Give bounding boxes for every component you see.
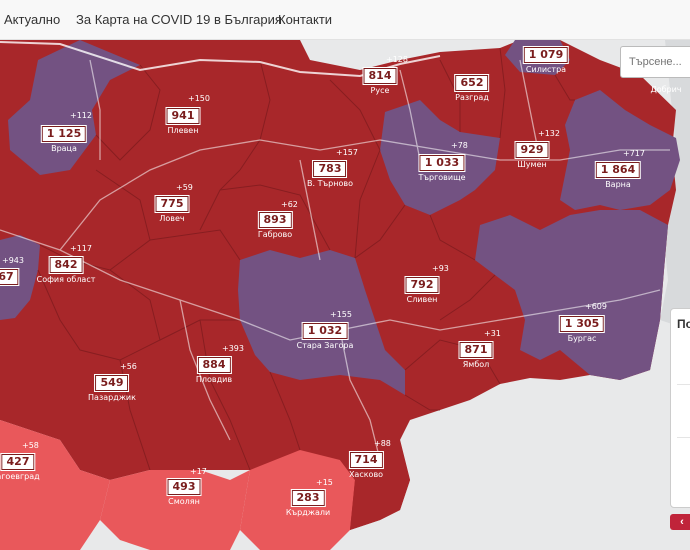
region-count: 775 [154, 195, 190, 213]
region-count: 67 [0, 268, 20, 286]
region-delta: +609 [585, 302, 607, 311]
region-name: Кърджали [285, 508, 331, 517]
region-count: 1 032 [301, 322, 349, 340]
region-count: 1 125 [40, 125, 88, 143]
road-network [0, 59, 670, 461]
region-name: Русе [370, 86, 390, 95]
region-count: 427 [0, 453, 36, 471]
region-name: Варна [605, 180, 631, 189]
region-name: Ловеч [159, 214, 185, 223]
nav-link-contacts[interactable]: Контакти [278, 12, 333, 27]
region-count: 893 [257, 211, 293, 229]
search-input[interactable] [627, 47, 690, 77]
region-count: 1 305 [558, 315, 606, 333]
region-name: Хасково [348, 470, 384, 479]
region-count: 1 864 [594, 161, 642, 179]
region-count: 929 [514, 141, 550, 159]
nav-link-news[interactable]: Актуално [4, 12, 61, 27]
region-vratsa [8, 40, 140, 175]
region-name: Търговище [418, 173, 466, 182]
region-count: 792 [404, 276, 440, 294]
region-delta: +17 [190, 467, 207, 476]
panel-divider [677, 437, 690, 438]
region-smolyan [100, 470, 250, 550]
chevron-left-icon[interactable]: ‹ [670, 514, 690, 530]
region-count: 842 [48, 256, 84, 274]
region-name: Ямбол [462, 360, 490, 369]
region-count: 941 [165, 107, 201, 125]
region-delta: +128 [386, 55, 408, 64]
region-name: София област [36, 275, 96, 284]
region-delta: +62 [281, 200, 298, 209]
region-count: 283 [290, 489, 326, 507]
region-delta: +155 [330, 310, 352, 319]
region-delta: +117 [70, 244, 92, 253]
region-delta: +78 [451, 141, 468, 150]
top-navigation: Актуално За Карта на COVID 19 в България… [0, 0, 690, 40]
region-name: Шумен [517, 160, 547, 169]
region-burgas [475, 210, 668, 380]
region-name: Стара Загора [296, 341, 354, 350]
covid-map[interactable]: +112 1 125 Враца +150 941 Плевен +128 814 Р… [0, 40, 690, 550]
region-delta: +58 [22, 441, 39, 450]
region-count: 814 [362, 67, 398, 85]
region-name: Враца [51, 144, 77, 153]
region-delta: +88 [374, 439, 391, 448]
region-count: 1 033 [418, 154, 466, 172]
region-delta: +56 [120, 362, 137, 371]
region-delta: +112 [70, 111, 92, 120]
region-count: 493 [166, 478, 202, 496]
map-search-box[interactable] [620, 46, 690, 78]
region-name: Пловдив [195, 375, 233, 384]
region-delta: +157 [336, 148, 358, 157]
region-delta: +31 [484, 329, 501, 338]
region-count: 652 [454, 74, 490, 92]
region-stara-zagora [238, 250, 405, 395]
side-panel: По [670, 308, 690, 508]
region-name: Добрич [650, 85, 682, 94]
region-count: 783 [312, 160, 348, 178]
region-delta: +132 [538, 129, 560, 138]
map-canvas [0, 40, 690, 550]
region-sofia-city [0, 235, 40, 320]
nav-link-about[interactable]: За Карта на COVID 19 в България [76, 12, 282, 27]
region-name: агоевград [0, 472, 40, 481]
region-count: 714 [348, 451, 384, 469]
region-delta: +717 [623, 149, 645, 158]
region-name: Смолян [168, 497, 200, 506]
region-delta: +943 [2, 256, 24, 265]
region-count: 884 [196, 356, 232, 374]
region-blagoevgrad [0, 420, 110, 550]
region-name: Сливен [406, 295, 438, 304]
region-count: 871 [458, 341, 494, 359]
region-name: Бургас [567, 334, 597, 343]
region-name: Разград [455, 93, 489, 102]
panel-title: По [677, 317, 690, 331]
region-delta: +59 [176, 183, 193, 192]
region-name: В. Търново [307, 179, 353, 188]
region-delta: +393 [222, 344, 244, 353]
region-count: 549 [94, 374, 130, 392]
region-name: Плевен [167, 126, 199, 135]
region-delta: +150 [188, 94, 210, 103]
panel-divider [677, 384, 690, 385]
region-count: 1 079 [522, 46, 570, 64]
region-delta: +93 [432, 264, 449, 273]
region-delta: +15 [316, 478, 333, 487]
region-name: Пазарджик [88, 393, 136, 402]
region-name: Силистра [525, 65, 567, 74]
region-name: Габрово [257, 230, 293, 239]
